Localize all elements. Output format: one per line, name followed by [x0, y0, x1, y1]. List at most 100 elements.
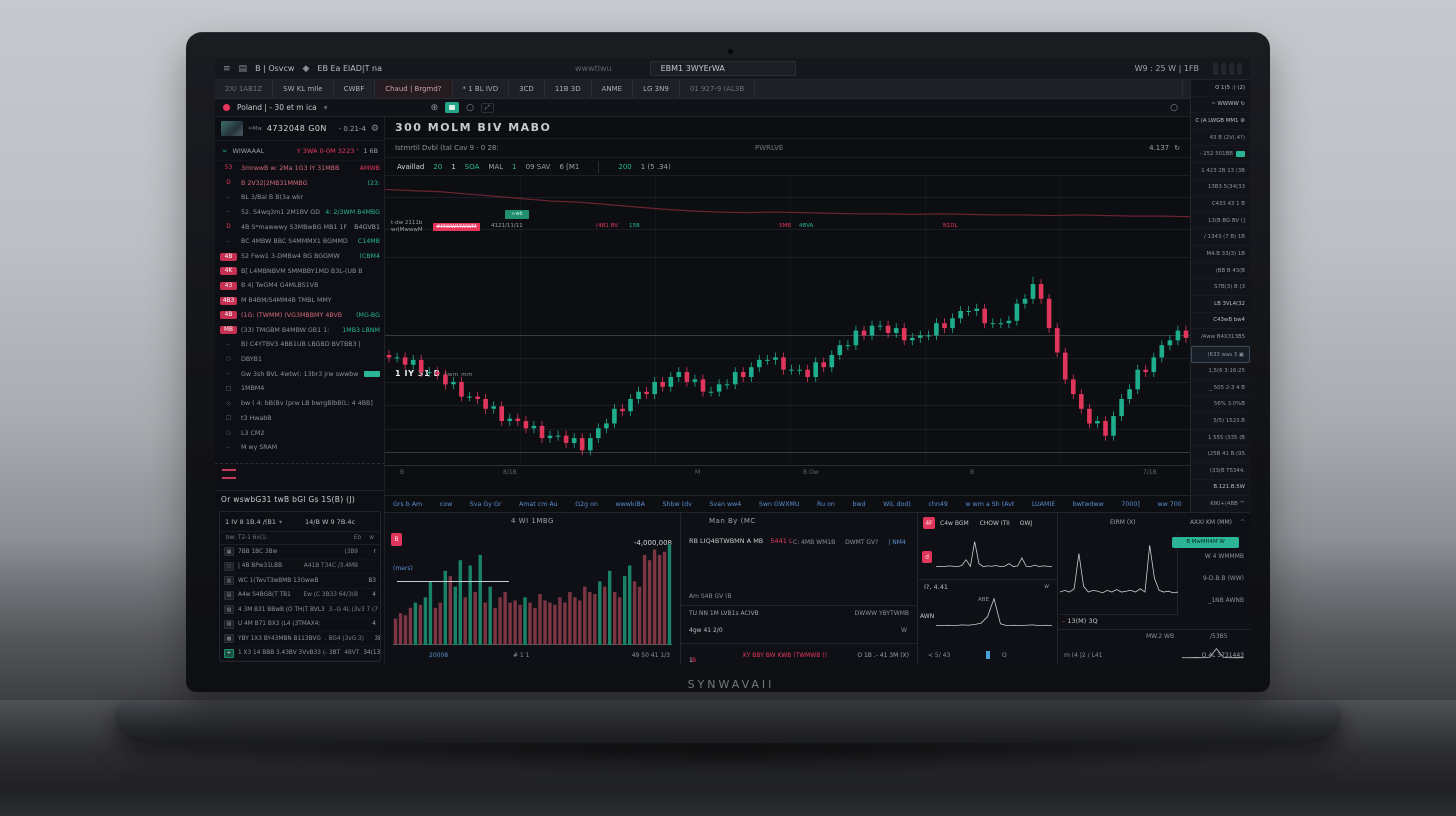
symbol-name[interactable]: Poland | - 30 et m ica	[237, 103, 317, 112]
order-row[interactable]: ▨ U 4M B71 BX3 (L4 (3TMAX4: 4	[220, 618, 380, 633]
watchlist-row[interactable]: □ t3 HwabB	[215, 411, 385, 426]
help-icon[interactable]: ○	[1170, 102, 1178, 113]
grid-icon[interactable]: ▤	[238, 63, 248, 74]
watchlist-row[interactable]: – Gw 3sh BVL 4wtw(: 13br3 jrw swwbw	[215, 367, 385, 382]
menu-icon[interactable]: ≡	[223, 63, 231, 74]
footer-link[interactable]: bwd	[852, 500, 866, 508]
footer-link[interactable]: cow	[439, 500, 453, 508]
tab-item[interactable]: CWBF	[334, 80, 376, 98]
watchlist-row[interactable]: D 4B S*mawwwy S3MBwBG MB1 1F B4GVB1	[215, 220, 385, 235]
pin-icon[interactable]: ◆	[302, 63, 310, 74]
chevron-down-icon[interactable]: ▾	[323, 103, 328, 112]
volume-footer-link[interactable]: 20008	[429, 652, 449, 659]
signals-footer-icon[interactable]: O	[1002, 652, 1007, 659]
watchlist-row[interactable]: – M wy SRAM	[215, 440, 385, 455]
orderbook-row[interactable]: ~ WWWW ↻	[1191, 97, 1250, 114]
orderbook-row[interactable]: _ 505 2:3 4 B	[1191, 380, 1250, 397]
footer-link[interactable]: w wm a Sh (Avt	[965, 500, 1015, 508]
footer-link[interactable]: Svan ww4	[709, 500, 742, 508]
buy-signal-badge[interactable]: ≈wb	[505, 210, 529, 219]
order-row[interactable]: ▧ 4 3M B31 BBwB (O TH(T BVL3 3.-G 4L (3v…	[220, 603, 380, 618]
tab-item[interactable]: 01 927-9 (AL3B	[680, 80, 756, 98]
footer-link[interactable]: Swn GWXMU	[758, 500, 800, 508]
tab-item[interactable]: Chaud | Brgmd?	[375, 80, 453, 98]
order-row[interactable]: ▥ WC 1(TwvT3wBMB 13GwwB B3	[220, 574, 380, 589]
avatar[interactable]	[221, 121, 243, 136]
orderbook-row[interactable]: 56% 3.0%B	[1191, 397, 1250, 414]
window-controls[interactable]	[1213, 62, 1242, 75]
footer-link[interactable]: Ru on	[816, 500, 835, 508]
orderbook-row[interactable]: 13(B BG BV (]	[1191, 213, 1250, 230]
chart-panel[interactable]: 300 MOLM BIV MABO Istmrtil Dvbl (tal Cav…	[385, 117, 1190, 512]
footer-link[interactable]: ww 700	[1157, 500, 1182, 508]
layout-icon[interactable]: ⤢	[480, 102, 494, 113]
refresh-icon[interactable]: ↻	[1174, 144, 1180, 152]
order-row[interactable]: ▦ 7BB 1BC 3Bw (3B9 r	[220, 545, 380, 560]
orderbook-row[interactable]: S7B(3) B (3	[1191, 279, 1250, 296]
signals-badge2[interactable]: d	[922, 551, 932, 563]
orderbook-row[interactable]: 1 423 2B 13 (3B	[1191, 163, 1250, 180]
watchlist-row[interactable]: ○ DBYB1	[215, 352, 385, 367]
watchlist-row[interactable]: 53 3mrwwB w: 2Ma 1G3 IY 31MBB AMWB	[215, 161, 385, 176]
alert-badge[interactable]: #MWWMWWM	[433, 223, 480, 231]
orderbook-row[interactable]: LB 3VL4(32	[1191, 296, 1250, 313]
volume-chart-area[interactable]	[393, 539, 672, 645]
footer-link[interactable]: Amat cm Au	[518, 500, 558, 508]
footer-link[interactable]: wwwkiBA	[615, 500, 645, 508]
target-icon[interactable]: ⊕	[430, 102, 439, 113]
watchlist-row[interactable]: – 52. S4wq3m1 2M1BV GD 4: 2/3WM B4MBG	[215, 205, 385, 220]
order-row[interactable]: ▩ YBY 1X3 BY43MBN B113BVG . BG4 (3vG.3) …	[220, 632, 380, 647]
watchlist-row[interactable]: 4B 52 Fww1 3-DMBw4 BG BGGMW (CBM4	[215, 249, 385, 264]
orderbook-row[interactable]: 13B3 5(34(33	[1191, 180, 1250, 197]
watchlist-row[interactable]: – BL 3/Bal B B(3a wkr	[215, 190, 385, 205]
stats-footer-left[interactable]: m (4 |2 / L41	[1064, 652, 1103, 659]
footer-link[interactable]: chn49	[928, 500, 948, 508]
orderbook-row[interactable]: (25B 41 B.(95	[1191, 446, 1250, 463]
watchlist-row[interactable]: 4K B[ L4MBNBVM SMMBBY1MD B3L-(UB B	[215, 264, 385, 279]
watchlist-row[interactable]: D B 2V32|2MB31MMBG (23:	[215, 176, 385, 191]
orderbook-row[interactable]: KIKI+(4BB ™	[1191, 496, 1250, 513]
volume-badge[interactable]: B	[391, 533, 402, 546]
orderbook-row[interactable]: /4ww B4X313B5	[1191, 329, 1250, 346]
orderbook-row[interactable]: 5/5) 1523.B	[1191, 413, 1250, 430]
orderbook-row[interactable]: / 1343 (7 B) 1B	[1191, 229, 1250, 246]
buy-button[interactable]: B MwMH4M W	[1172, 537, 1239, 548]
scroll-thumb[interactable]	[986, 651, 990, 659]
footer-link[interactable]: Sva Gy Gr	[469, 500, 502, 508]
tab-item[interactable]: SW KL mIle	[273, 80, 334, 98]
tab-item[interactable]: LG 3N9	[633, 80, 680, 98]
watchlist-row[interactable]: MB (33) TMGBM B4MBW GB1 1: 1MB3 LBNM	[215, 323, 385, 338]
orderbook-row[interactable]: 43 B (2V(.4?)	[1191, 130, 1250, 147]
order-row[interactable]: + 1 X3 14 BBB 3.43BV 3VvB33 (- 3BT 4BVT …	[220, 647, 380, 662]
market-link[interactable]: | NM4	[888, 539, 906, 546]
orders-col-right[interactable]: 14/B W 9 7B.4c	[305, 517, 356, 526]
gear-icon[interactable]: ⚙	[370, 123, 379, 134]
orderbook-row[interactable]: - 252 501BB	[1191, 146, 1250, 163]
tab-item[interactable]: * 1 BL IVD	[453, 80, 510, 98]
footer-link[interactable]: LUAMIE	[1031, 500, 1056, 508]
snapshot-icon[interactable]	[445, 102, 460, 113]
footer-link[interactable]: 7000]	[1121, 500, 1140, 508]
footer-link[interactable]: Shbw (dv	[662, 500, 692, 508]
orders-col-left[interactable]: 1 IV 8 1B.4 /(B1 ▾	[225, 517, 283, 526]
orderbook-row[interactable]: 1,5(6 3:16:25	[1191, 363, 1250, 380]
watchlist-row[interactable]: 43 B 4| TwGM4 G4MLBS1VB	[215, 279, 385, 294]
watchlist-row[interactable]: ◇ bw ( 4: bB(Bv (prw LB bwrgBlbB(L: 4 4B…	[215, 396, 385, 411]
market-row4[interactable]: 4gw 41 2/0	[689, 627, 723, 634]
footer-link[interactable]: bwtwdww	[1072, 500, 1104, 508]
watchlist-row[interactable]: 4B (1G: (TWMM) (VG3MBBMY 4BVB (MG-BG	[215, 308, 385, 323]
orderbook-row[interactable]: (633 was 3 ▣	[1191, 345, 1250, 364]
watchlist-row[interactable]: 4B3 M B4BM/S4MM4B TMBL MMY	[215, 293, 385, 308]
order-row[interactable]: ▤ A4w S4BGB(T TB1 Ew (C 3B33 64/3(B 4	[220, 589, 380, 604]
footer-link[interactable]: Grs b Am	[393, 500, 423, 508]
footer-link[interactable]: WiL dod)	[883, 500, 911, 508]
signals-pager[interactable]: < 5/ 43	[928, 652, 951, 659]
orderbook-row[interactable]: (BB B 43(B	[1191, 263, 1250, 280]
orderbook-row[interactable]: O 1(5 :) (2)	[1191, 80, 1250, 97]
tab-item[interactable]: 11B 3D	[545, 80, 592, 98]
watchlist-row[interactable]: □ 1MBM4	[215, 382, 385, 397]
candlestick-chart[interactable]	[385, 267, 1190, 465]
filter-label[interactable]: WIWAAAL	[232, 146, 265, 155]
orderbook-row[interactable]: B.121.B.5W	[1191, 480, 1250, 497]
watchlist-row[interactable]: ○ L3 CM2	[215, 426, 385, 441]
